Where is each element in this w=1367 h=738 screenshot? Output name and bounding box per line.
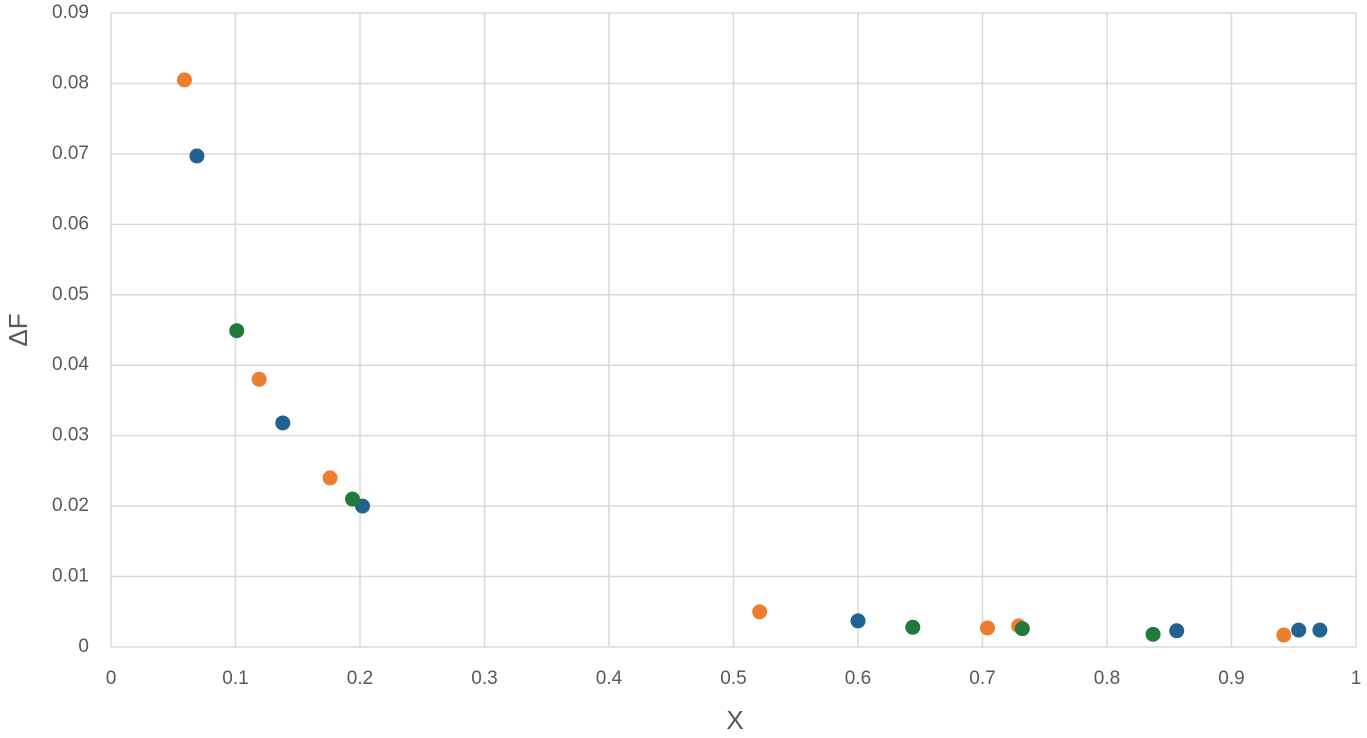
data-point	[1145, 626, 1161, 642]
y-tick-label: 0.04	[52, 354, 89, 375]
y-tick-label: 0	[78, 636, 89, 657]
data-point	[345, 491, 361, 507]
data-point	[322, 470, 338, 486]
x-tick-label: 0	[106, 668, 117, 689]
x-tick-label: 0.4	[596, 668, 623, 689]
y-tick-label: 0.05	[52, 284, 89, 305]
y-tick-label: 0.09	[52, 2, 89, 23]
y-tick-label: 0.01	[52, 566, 89, 587]
x-tick-label: 0.7	[969, 668, 995, 689]
x-tick-label: 0.8	[1094, 668, 1120, 689]
y-tick-label: 0.02	[52, 495, 89, 516]
y-tick-label: 0.03	[52, 425, 89, 446]
y-tick-label: 0.07	[52, 143, 89, 164]
x-tick-label: 0.9	[1218, 668, 1244, 689]
data-point	[1276, 627, 1292, 643]
data-point	[251, 371, 267, 387]
x-tick-label: 1	[1351, 668, 1362, 689]
x-tick-label: 0.5	[720, 668, 746, 689]
data-point	[229, 323, 245, 339]
data-point	[979, 620, 995, 636]
data-point	[1014, 621, 1030, 637]
data-point	[1291, 622, 1307, 638]
data-point	[850, 613, 866, 629]
x-axis-label: X	[726, 705, 743, 735]
x-tick-label: 0.6	[845, 668, 871, 689]
y-tick-label: 0.06	[52, 213, 89, 234]
x-tick-label: 0.1	[222, 668, 248, 689]
x-tick-label: 0.2	[347, 668, 373, 689]
y-axis-label: ΔF	[3, 313, 33, 346]
data-point	[905, 619, 921, 635]
data-point	[1169, 623, 1185, 639]
data-point	[189, 148, 205, 164]
data-point	[275, 415, 291, 431]
x-tick-label: 0.3	[471, 668, 497, 689]
y-tick-label: 0.08	[52, 72, 89, 93]
data-point	[176, 72, 192, 88]
data-point	[752, 604, 768, 620]
data-point	[1312, 622, 1328, 638]
